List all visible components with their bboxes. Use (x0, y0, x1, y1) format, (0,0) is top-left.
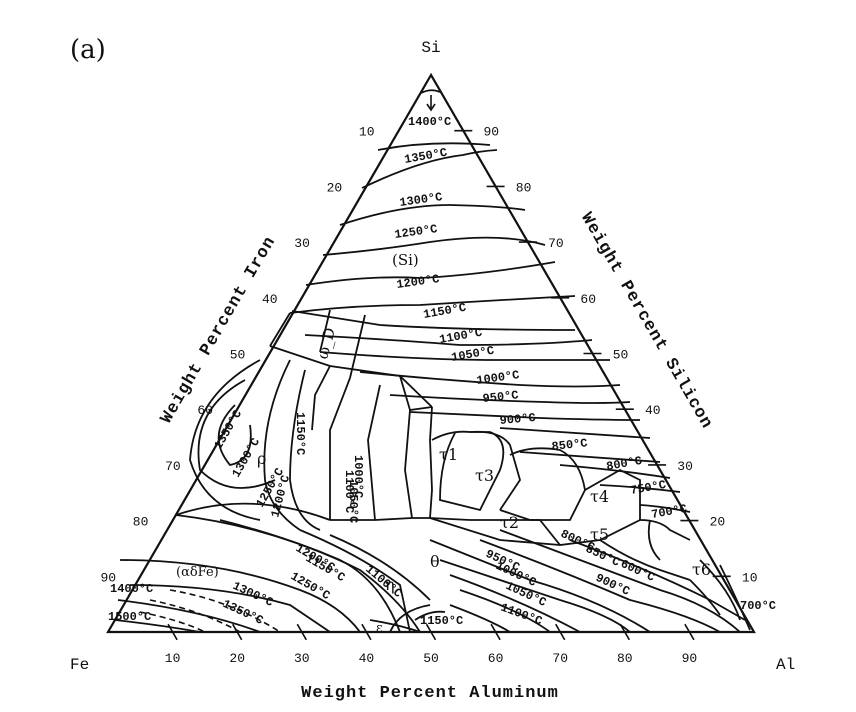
tick-label-left-8: 80 (133, 515, 149, 530)
tick-label-left-6: 60 (197, 403, 213, 418)
tick-bottom-2 (232, 623, 243, 641)
tick-label-left-4: 40 (262, 292, 278, 307)
arrow-marker (426, 95, 436, 112)
tick-label-right-5: 50 (613, 348, 629, 363)
tick-label-left-2: 20 (327, 180, 343, 195)
isotherm-label: 1000°C (476, 368, 521, 388)
isotherm-label: 1500°C (108, 610, 151, 624)
tick-left-4 (296, 289, 307, 306)
isotherm-label: 1200°C (396, 272, 441, 292)
phase-label-si: (Si) (392, 251, 419, 269)
phase-label-tau4: τ4 (590, 487, 609, 506)
tick-label-right-4: 40 (645, 403, 661, 418)
isotherm-label: 700°C (740, 599, 776, 613)
isotherm-label: 700°C (650, 502, 688, 522)
isotherm-label: 1050°C (450, 344, 495, 365)
tick-label-bottom-5: 50 (423, 651, 439, 666)
tick-label-bottom-4: 40 (359, 651, 375, 666)
phase-labels: (Si) ω_D ρ τ1 τ3 τ2 τ4 τ5 τ6 θ η ε (αδFe… (176, 251, 711, 636)
isotherm-label: 850°C (551, 436, 588, 454)
phase-label-alpha-delta-fe: (αδFe) (176, 565, 219, 580)
tick-label-left-3: 30 (294, 236, 310, 251)
phase-label-rho: ρ (257, 449, 266, 468)
isotherm-label: 1150°C (293, 412, 307, 455)
tick-marks (135, 122, 731, 641)
axis-title-silicon: Weight Percent Silicon (576, 210, 716, 433)
tick-label-right-8: 80 (516, 180, 532, 195)
tick-label-left-7: 70 (165, 459, 181, 474)
tick-label-right-1: 10 (742, 570, 758, 585)
tick-label-left-9: 90 (100, 570, 116, 585)
isotherm-label: 1350°C (211, 408, 245, 452)
tick-left-1 (393, 122, 404, 139)
phase-label-tau5: τ5 (590, 525, 609, 544)
dashed-boundaries (139, 589, 281, 633)
tick-bottom-5 (425, 623, 437, 641)
isotherm-label: 1400°C (408, 115, 451, 129)
tick-label-right-6: 60 (580, 292, 596, 307)
tick-left-8 (167, 512, 178, 529)
tick-left-6 (232, 401, 243, 418)
axis-title-aluminum: Weight Percent Aluminum (301, 684, 559, 703)
isotherm-label: 1100°C (342, 470, 356, 513)
panel-label: (a) (70, 35, 106, 65)
phase-boundaries (114, 89, 751, 633)
tick-bottom-6 (490, 623, 501, 641)
tick-label-left-5: 50 (230, 348, 246, 363)
phase-label-tau6: τ6 (692, 560, 711, 579)
tick-label-bottom-6: 60 (488, 651, 504, 666)
phase-label-omega: ω_D (313, 326, 339, 361)
tick-label-bottom-2: 20 (229, 651, 245, 666)
isotherm-label: 750°C (629, 478, 667, 498)
tick-label-left-1: 10 (359, 125, 375, 140)
tick-label-bottom-8: 80 (617, 651, 633, 666)
phase-label-tau3: τ3 (475, 466, 494, 485)
isotherm-label: 1000°C (351, 455, 365, 498)
isotherm-label: 950°C (482, 388, 519, 406)
tick-label-right-7: 70 (548, 236, 564, 251)
vertex-al-label: Al (776, 656, 795, 674)
isotherm-label: 1150°C (420, 614, 463, 628)
phase-label-eta: η (385, 575, 395, 594)
isotherm-label: 1350°C (403, 146, 448, 167)
phase-label-theta: θ (430, 552, 440, 571)
tick-label-bottom-9: 90 (682, 651, 698, 666)
tick-left-3 (328, 233, 340, 251)
vertex-fe-label: Fe (70, 656, 89, 674)
isotherm-label: 1300°C (399, 190, 444, 210)
tick-label-bottom-1: 10 (165, 651, 181, 666)
tick-bottom-4 (361, 623, 372, 641)
tick-label-bottom-3: 30 (294, 651, 310, 666)
tick-bottom-3 (296, 623, 307, 641)
phase-label-epsilon: ε (376, 621, 383, 636)
tick-left-5 (264, 345, 275, 362)
isotherm-label: 1400°C (110, 582, 153, 596)
tick-left-9 (135, 568, 146, 585)
phase-label-tau2: τ2 (500, 513, 519, 532)
axis-title-iron: Weight Percent Iron (158, 233, 281, 427)
tick-label-right-2: 20 (710, 515, 726, 530)
isotherm-label: 1250°C (394, 222, 439, 242)
isotherm-label: 1050°C (346, 480, 360, 523)
tick-left-7 (199, 456, 211, 474)
isotherm-label: 900°C (593, 571, 632, 599)
tick-label-bottom-7: 70 (552, 651, 568, 666)
isotherm-label: 800°C (605, 454, 643, 474)
isotherm-label: 900°C (499, 411, 536, 428)
tick-label-right-3: 30 (677, 459, 693, 474)
tick-bottom-7 (555, 623, 566, 641)
phase-label-tau1: τ1 (439, 445, 458, 464)
vertex-si-label: Si (421, 39, 440, 57)
tick-bottom-9 (684, 623, 695, 641)
tick-label-right-9: 90 (483, 125, 499, 140)
